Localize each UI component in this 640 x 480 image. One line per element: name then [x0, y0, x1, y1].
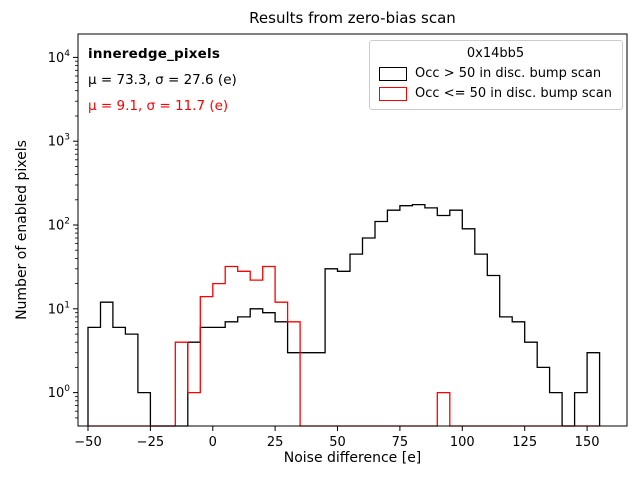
legend-entry: Occ <= 50 in disc. bump scan: [379, 86, 612, 101]
x-tick-label: 0: [209, 435, 217, 450]
y-tick-label: 101: [48, 300, 70, 317]
x-tick-label: 150: [575, 435, 600, 450]
legend-swatch-black: [379, 66, 408, 81]
legend: 0x14bb5 Occ > 50 in disc. bump scan Occ …: [369, 40, 623, 110]
stats-black: μ = 73.3, σ = 27.6 (e): [88, 72, 237, 88]
x-tick-label: 100: [450, 435, 475, 450]
x-tick-label: 125: [512, 435, 537, 450]
x-tick-label: 75: [392, 435, 409, 450]
x-tick-label: −50: [74, 435, 101, 450]
series-path-1: [88, 265, 600, 427]
x-tick-label: −25: [137, 435, 164, 450]
legend-title: 0x14bb5: [466, 46, 525, 61]
dataset-name: inneredge_pixels: [88, 46, 221, 62]
y-tick-label: 100: [48, 384, 71, 401]
x-tick-label: 25: [267, 435, 284, 450]
chart-title: Results from zero-bias scan: [249, 9, 456, 27]
y-axis-label: Number of enabled pixels: [14, 140, 30, 320]
series-path-0: [87, 203, 601, 427]
stats-annotation: inneredge_pixels μ = 73.3, σ = 27.6 (e) …: [88, 46, 237, 124]
stats-red: μ = 9.1, σ = 11.7 (e): [88, 98, 229, 114]
y-tick-label: 103: [48, 133, 70, 150]
legend-label: Occ <= 50 in disc. bump scan: [415, 86, 612, 101]
legend-label: Occ > 50 in disc. bump scan: [415, 66, 602, 81]
legend-swatch-red: [379, 86, 408, 101]
y-tick-label: 104: [48, 49, 71, 66]
x-tick-label: 50: [329, 435, 346, 450]
y-tick-label: 102: [48, 217, 70, 234]
legend-entry: Occ > 50 in disc. bump scan: [379, 66, 612, 81]
axes-frame: [77, 33, 628, 427]
x-axis-label: Noise difference [e]: [283, 450, 422, 466]
